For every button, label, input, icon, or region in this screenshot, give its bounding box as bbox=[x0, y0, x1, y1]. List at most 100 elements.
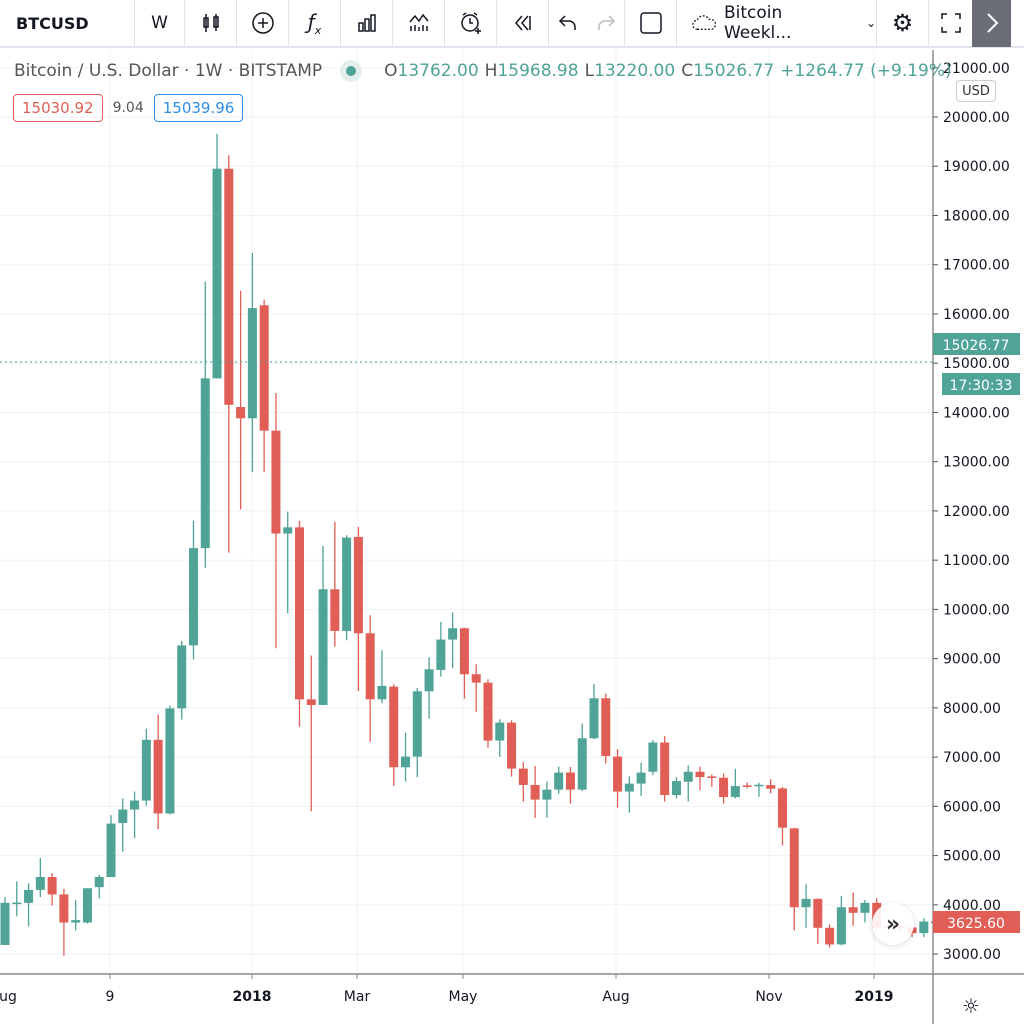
price-axis: 21000.00 20000.00 19000.00 18000.00 17000.00… bbox=[933, 61, 1010, 963]
price-tick-label: 7000.00 bbox=[943, 750, 1001, 766]
indicators-button[interactable]: ƒx bbox=[289, 0, 341, 47]
candle bbox=[436, 621, 446, 677]
alert-button[interactable] bbox=[445, 0, 497, 47]
collapse-panel-button[interactable] bbox=[972, 0, 1011, 47]
candle-body bbox=[106, 823, 116, 878]
candle bbox=[542, 781, 552, 818]
candle bbox=[12, 881, 22, 917]
candle bbox=[318, 545, 328, 705]
candle bbox=[59, 888, 69, 956]
candle-body bbox=[565, 772, 575, 790]
current-price-label: 3625.60 bbox=[933, 911, 1020, 933]
scroll-to-realtime-button[interactable]: » bbox=[872, 903, 914, 945]
settings-button[interactable]: ⚙ bbox=[877, 0, 929, 47]
candle bbox=[813, 898, 823, 944]
candle bbox=[377, 650, 387, 704]
candle-body bbox=[660, 742, 670, 796]
double-chevron-right-icon: » bbox=[885, 911, 901, 937]
replay-icon bbox=[514, 15, 531, 31]
price-chart[interactable]: 21000.00 20000.00 19000.00 18000.00 17000.00… bbox=[0, 50, 1024, 1024]
sell-button[interactable]: 15030.92 bbox=[13, 94, 103, 122]
interval-button[interactable]: W bbox=[135, 0, 185, 47]
chevron-right-icon bbox=[986, 13, 998, 33]
add-compare-icon bbox=[251, 12, 274, 34]
candle-body bbox=[801, 898, 811, 908]
candle-body bbox=[424, 669, 434, 692]
price-tick-label: 18000.00 bbox=[943, 208, 1010, 224]
candle bbox=[848, 892, 858, 926]
ohlc-open: O13762.00 bbox=[384, 61, 479, 81]
chart-type-button[interactable] bbox=[185, 0, 237, 47]
currency-button[interactable]: USD bbox=[956, 80, 996, 102]
candle bbox=[518, 761, 528, 802]
candle bbox=[212, 133, 222, 379]
cloud-icon bbox=[692, 15, 717, 30]
candle-body bbox=[671, 781, 681, 796]
candle-body bbox=[236, 407, 246, 419]
candle bbox=[0, 897, 10, 945]
sun-settings-icon: ☼ bbox=[962, 994, 980, 1018]
fullscreen-mode-button[interactable] bbox=[625, 0, 677, 47]
price-tick-label: 4000.00 bbox=[943, 898, 1001, 914]
candle-body bbox=[636, 772, 646, 784]
ohlc-low: L13220.00 bbox=[584, 61, 676, 81]
candle-body bbox=[35, 877, 45, 890]
symbol-search-button[interactable]: BTCUSD bbox=[0, 0, 135, 47]
fullscreen-button[interactable] bbox=[929, 0, 972, 47]
templates-button[interactable] bbox=[393, 0, 445, 47]
compare-button[interactable] bbox=[237, 0, 289, 47]
candle-body bbox=[365, 633, 375, 700]
candle bbox=[283, 511, 293, 614]
buy-button[interactable]: 15039.96 bbox=[153, 94, 244, 122]
undo-button[interactable] bbox=[549, 0, 587, 47]
price-tick-label: 9000.00 bbox=[943, 652, 1001, 668]
price-tick-label: 6000.00 bbox=[943, 799, 1001, 815]
candle-body bbox=[94, 877, 104, 888]
candle bbox=[94, 874, 104, 899]
ohlc-high: H15968.98 bbox=[484, 61, 579, 81]
candle bbox=[801, 884, 811, 928]
time-tick-label: Mar bbox=[344, 989, 371, 1005]
candle-body bbox=[789, 828, 799, 908]
candle-body bbox=[825, 927, 835, 945]
candle-body bbox=[919, 921, 929, 934]
price-tick-label: 16000.00 bbox=[943, 307, 1010, 323]
price-tick-label: 10000.00 bbox=[943, 602, 1010, 618]
candle bbox=[106, 815, 116, 878]
time-axis: ug 9 2018 Mar May Aug Nov 2019 bbox=[0, 974, 893, 1005]
layout-name: Bitcoin Weekl... bbox=[723, 3, 792, 43]
candle bbox=[683, 765, 693, 802]
candle-body bbox=[342, 537, 352, 631]
replay-button[interactable] bbox=[497, 0, 549, 47]
candle-body bbox=[436, 639, 446, 670]
candle-body bbox=[624, 783, 634, 792]
candle bbox=[919, 918, 929, 938]
undo-icon bbox=[558, 15, 576, 30]
candle-body bbox=[0, 902, 10, 945]
financials-button[interactable] bbox=[341, 0, 393, 47]
price-tick-label: 15000.00 bbox=[943, 356, 1010, 372]
price-tick-label: 20000.00 bbox=[943, 110, 1010, 126]
candle-body bbox=[754, 784, 764, 787]
candle-body bbox=[730, 786, 740, 798]
candle bbox=[695, 766, 705, 791]
candle bbox=[836, 895, 846, 946]
candle-body bbox=[212, 168, 222, 379]
redo-button[interactable] bbox=[587, 0, 625, 47]
candle-body bbox=[247, 308, 257, 419]
candle-body bbox=[24, 889, 34, 903]
candle bbox=[71, 900, 81, 931]
candle-body bbox=[153, 739, 163, 814]
candle bbox=[82, 888, 92, 924]
axis-settings-button[interactable]: ☼ bbox=[962, 994, 980, 1018]
candle bbox=[224, 155, 234, 553]
layout-menu-button[interactable]: Bitcoin Weekl... ⌄ bbox=[677, 0, 877, 47]
financials-icon bbox=[357, 14, 376, 32]
candle-body bbox=[518, 768, 528, 785]
price-tick-label: 19000.00 bbox=[943, 159, 1010, 175]
price-tick-label: 5000.00 bbox=[943, 849, 1001, 865]
candle-body bbox=[306, 699, 316, 705]
candle bbox=[306, 655, 316, 812]
candle-body bbox=[259, 305, 269, 431]
candle-body bbox=[165, 708, 175, 814]
